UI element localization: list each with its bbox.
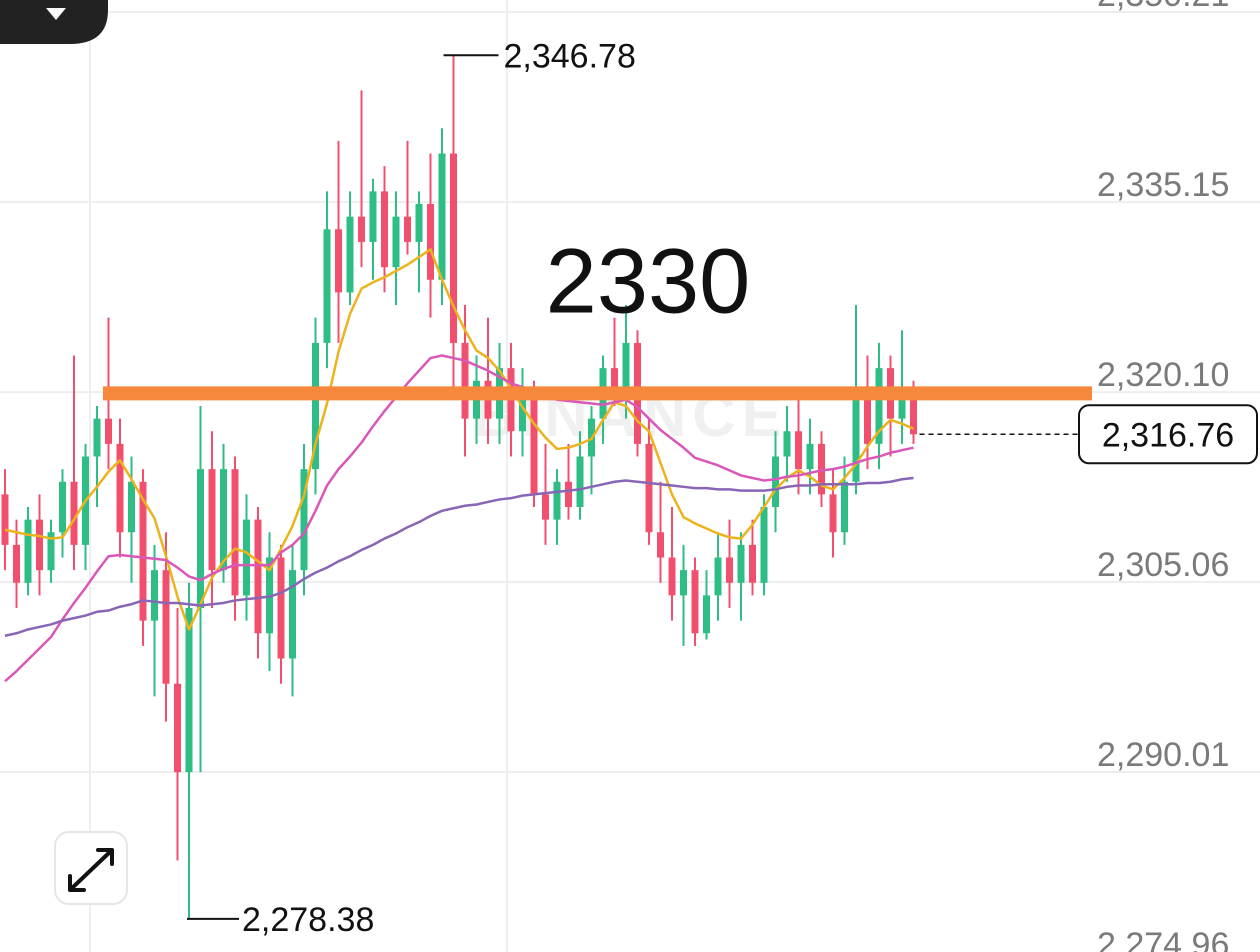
candle-body bbox=[553, 481, 561, 520]
menu-icon bbox=[46, 8, 66, 20]
candle-body bbox=[70, 481, 78, 545]
last-price-box bbox=[1078, 404, 1258, 465]
candle-body bbox=[105, 418, 112, 444]
candle-body bbox=[427, 204, 434, 280]
candle-body bbox=[680, 570, 687, 596]
candle-body bbox=[795, 431, 802, 470]
expand-button[interactable] bbox=[54, 831, 128, 905]
candle-body bbox=[358, 216, 365, 242]
low-label: 2,278.38 bbox=[242, 901, 374, 939]
candle-body bbox=[93, 418, 101, 457]
overlay: 2,346.78 2,278.38 2,316.76 bbox=[103, 37, 1258, 939]
candle-body bbox=[749, 544, 756, 583]
candle-body bbox=[910, 393, 917, 435]
candle-body bbox=[668, 557, 676, 596]
y-tick-label: 2,350.21 bbox=[1097, 0, 1229, 14]
candle-body bbox=[231, 469, 239, 596]
candle-body bbox=[691, 570, 699, 634]
candle-body bbox=[151, 570, 158, 621]
candle-body bbox=[864, 393, 871, 444]
y-tick-label: 2,274.96 bbox=[1097, 926, 1229, 952]
menu-tab[interactable] bbox=[0, 0, 108, 44]
candle-body bbox=[369, 191, 377, 242]
candle-body bbox=[657, 532, 664, 558]
candle-body bbox=[404, 216, 411, 242]
candle-body bbox=[737, 544, 745, 583]
ma-line bbox=[4, 248, 915, 631]
ma-line bbox=[4, 354, 914, 683]
y-tick-label: 2,305.06 bbox=[1097, 546, 1229, 584]
candle-body bbox=[254, 519, 262, 634]
candle-body bbox=[519, 393, 526, 432]
candle-body bbox=[243, 519, 250, 596]
candle-body bbox=[128, 481, 135, 533]
candle-body bbox=[645, 443, 653, 533]
candle-body bbox=[335, 229, 342, 293]
candle-body bbox=[818, 443, 825, 495]
expand-icon bbox=[68, 848, 114, 892]
candle-body bbox=[450, 153, 457, 343]
y-tick-label: 2,335.15 bbox=[1097, 166, 1229, 204]
candle-body bbox=[565, 481, 572, 508]
candle-body bbox=[59, 481, 66, 533]
candle-body bbox=[381, 191, 388, 268]
ma-line bbox=[4, 476, 914, 638]
candle-body bbox=[346, 216, 354, 293]
candle-body bbox=[197, 469, 204, 609]
candle-body bbox=[162, 570, 170, 684]
candle-body bbox=[47, 532, 55, 571]
candle-body bbox=[576, 456, 584, 508]
candle-body bbox=[392, 216, 400, 268]
candle-body bbox=[714, 557, 722, 596]
last-price-label: 2,316.76 bbox=[1102, 416, 1234, 454]
candle-body bbox=[438, 153, 446, 280]
candle-body bbox=[542, 494, 549, 520]
candle-body bbox=[185, 608, 193, 773]
candle-body bbox=[116, 443, 124, 533]
candle-body bbox=[622, 342, 630, 394]
candle-body bbox=[783, 431, 791, 457]
candle-body bbox=[726, 557, 733, 583]
candle-body bbox=[208, 469, 216, 571]
candle-body bbox=[174, 683, 181, 773]
candle-body bbox=[300, 469, 308, 571]
candle-body bbox=[1, 494, 9, 545]
candle-body bbox=[323, 229, 331, 343]
candle-body bbox=[898, 393, 906, 419]
candle-body bbox=[415, 204, 423, 242]
candle-body bbox=[829, 494, 837, 533]
candle-body bbox=[852, 393, 860, 482]
candle-body bbox=[289, 570, 296, 659]
candle-body bbox=[36, 519, 43, 571]
candle-body bbox=[772, 456, 779, 508]
candle-body bbox=[277, 557, 285, 659]
candle-body bbox=[13, 544, 20, 583]
candle-body bbox=[312, 342, 319, 470]
candle-body bbox=[841, 481, 848, 533]
plot-area bbox=[1, 55, 917, 919]
y-tick-label: 2,290.01 bbox=[1097, 736, 1229, 774]
candle-body bbox=[530, 393, 538, 495]
high-label: 2,346.78 bbox=[504, 37, 636, 75]
candle-body bbox=[806, 443, 814, 470]
candle-body bbox=[760, 507, 768, 583]
candle-body bbox=[139, 481, 147, 621]
annotation: 2330 bbox=[546, 230, 751, 332]
candle-body bbox=[461, 342, 469, 419]
candle-body bbox=[875, 368, 883, 444]
candle-body bbox=[703, 595, 710, 634]
candle-body bbox=[611, 368, 618, 394]
y-tick-label: 2,320.10 bbox=[1097, 356, 1229, 394]
candle-body bbox=[220, 469, 227, 571]
candle-body bbox=[24, 519, 32, 583]
